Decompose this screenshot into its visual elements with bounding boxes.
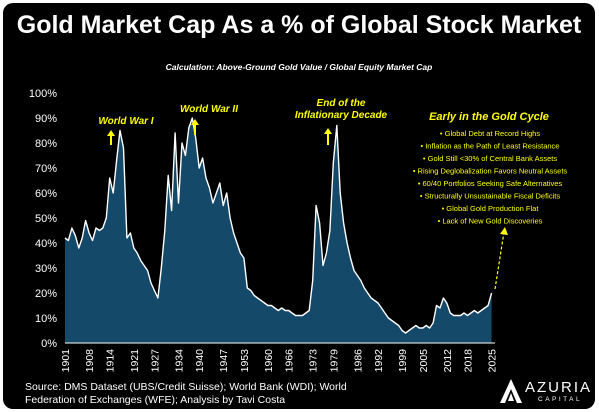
panel-bullet: • Global Gold Production Flat <box>442 204 540 213</box>
x-tick-label: 2005 <box>418 349 430 373</box>
chart-frame: Gold Market Cap As a % of Global Stock M… <box>3 3 595 409</box>
panel-bullet: • Lack of New Gold Discoveries <box>438 217 543 226</box>
x-tick-label: 1979 <box>328 349 340 373</box>
x-tick-label: 1921 <box>129 349 141 373</box>
x-tick-label: 2012 <box>442 349 454 373</box>
series-line <box>64 117 493 334</box>
y-tick-label: 70% <box>35 163 57 175</box>
chart-title: Gold Market Cap As a % of Global Stock M… <box>16 11 582 39</box>
panel-bullet: • Rising Deglobalization Favors Neutral … <box>413 167 568 176</box>
annotation-ww2: World War II <box>180 104 238 115</box>
x-tick-label: 1908 <box>84 349 96 373</box>
source-line-1: Source: DMS Dataset (UBS/Credit Suisse);… <box>25 381 347 393</box>
logo-name: AZURIA <box>525 379 593 396</box>
y-tick-label: 30% <box>35 263 57 275</box>
arrow-current-head <box>500 227 508 235</box>
y-tick-label: 60% <box>35 188 57 200</box>
azuria-logo: AZURIA CAPITAL <box>498 375 593 409</box>
x-tick-label: 1927 <box>149 349 161 373</box>
x-tick-label: 2025 <box>487 349 499 373</box>
chart-svg: 0% 10% 20% 30% 40% 50% 60% 70% 80% 90% 100% 1901 190… <box>29 88 568 373</box>
chart-subtitle: Calculation: Above-Ground Gold Value / G… <box>165 62 433 72</box>
logo-subtitle: CAPITAL <box>538 396 583 403</box>
arrow-ww1-head <box>107 130 115 136</box>
x-tick-label: 1940 <box>194 349 206 373</box>
logo-mark-icon <box>500 379 522 403</box>
y-tick-label: 40% <box>35 238 57 250</box>
annotation-ww1: World War I <box>98 116 153 127</box>
x-tick-label: 1992 <box>373 349 385 373</box>
panel-bullet: • Gold Still <30% of Central Bank Assets <box>423 154 557 163</box>
arrow-current-dashed <box>494 231 505 290</box>
y-tick-label: 90% <box>35 113 57 125</box>
y-tick-label: 20% <box>35 288 57 300</box>
x-tick-label: 1914 <box>105 349 117 373</box>
x-tick-label: 1966 <box>284 349 296 373</box>
x-tick-label: 1901 <box>60 349 72 373</box>
x-tick-label: 1934 <box>174 349 186 373</box>
panel-title: Early in the Gold Cycle <box>429 111 549 123</box>
x-tick-label: 1973 <box>308 349 320 373</box>
x-tick-label: 2018 <box>463 349 475 373</box>
x-tick-label: 1986 <box>352 349 364 373</box>
x-tick-label: 1999 <box>397 349 409 373</box>
y-tick-label: 50% <box>35 213 57 225</box>
x-tick-label: 1960 <box>263 349 275 373</box>
y-tick-label: 0% <box>41 338 57 350</box>
y-tick-label: 100% <box>29 88 57 100</box>
source-note: Source: DMS Dataset (UBS/Credit Suisse);… <box>25 381 385 407</box>
x-tick-label: 1947 <box>218 349 230 373</box>
y-tick-label: 80% <box>35 138 57 150</box>
panel-bullet: • Inflation as the Path of Least Resista… <box>421 142 560 151</box>
annotation-inflation-line1: End of the <box>317 98 366 109</box>
annotation-inflation-line2: Inflationary Decade <box>295 110 388 121</box>
panel-bullet: • 60/40 Portfolios Seeking Safe Alternat… <box>418 179 563 188</box>
panel-bullet: • Global Debt at Record Highs <box>440 129 540 138</box>
arrow-inflation-head <box>324 128 332 134</box>
y-tick-label: 10% <box>35 313 57 325</box>
area-series <box>65 118 492 343</box>
source-line-2: Federation of Exchanges (WFE); Analysis … <box>25 394 286 406</box>
arrow-ww2-head <box>191 119 199 125</box>
x-tick-label: 1953 <box>239 349 251 373</box>
panel-bullet: • Structurally Unsustainable Fiscal Defi… <box>420 192 560 201</box>
